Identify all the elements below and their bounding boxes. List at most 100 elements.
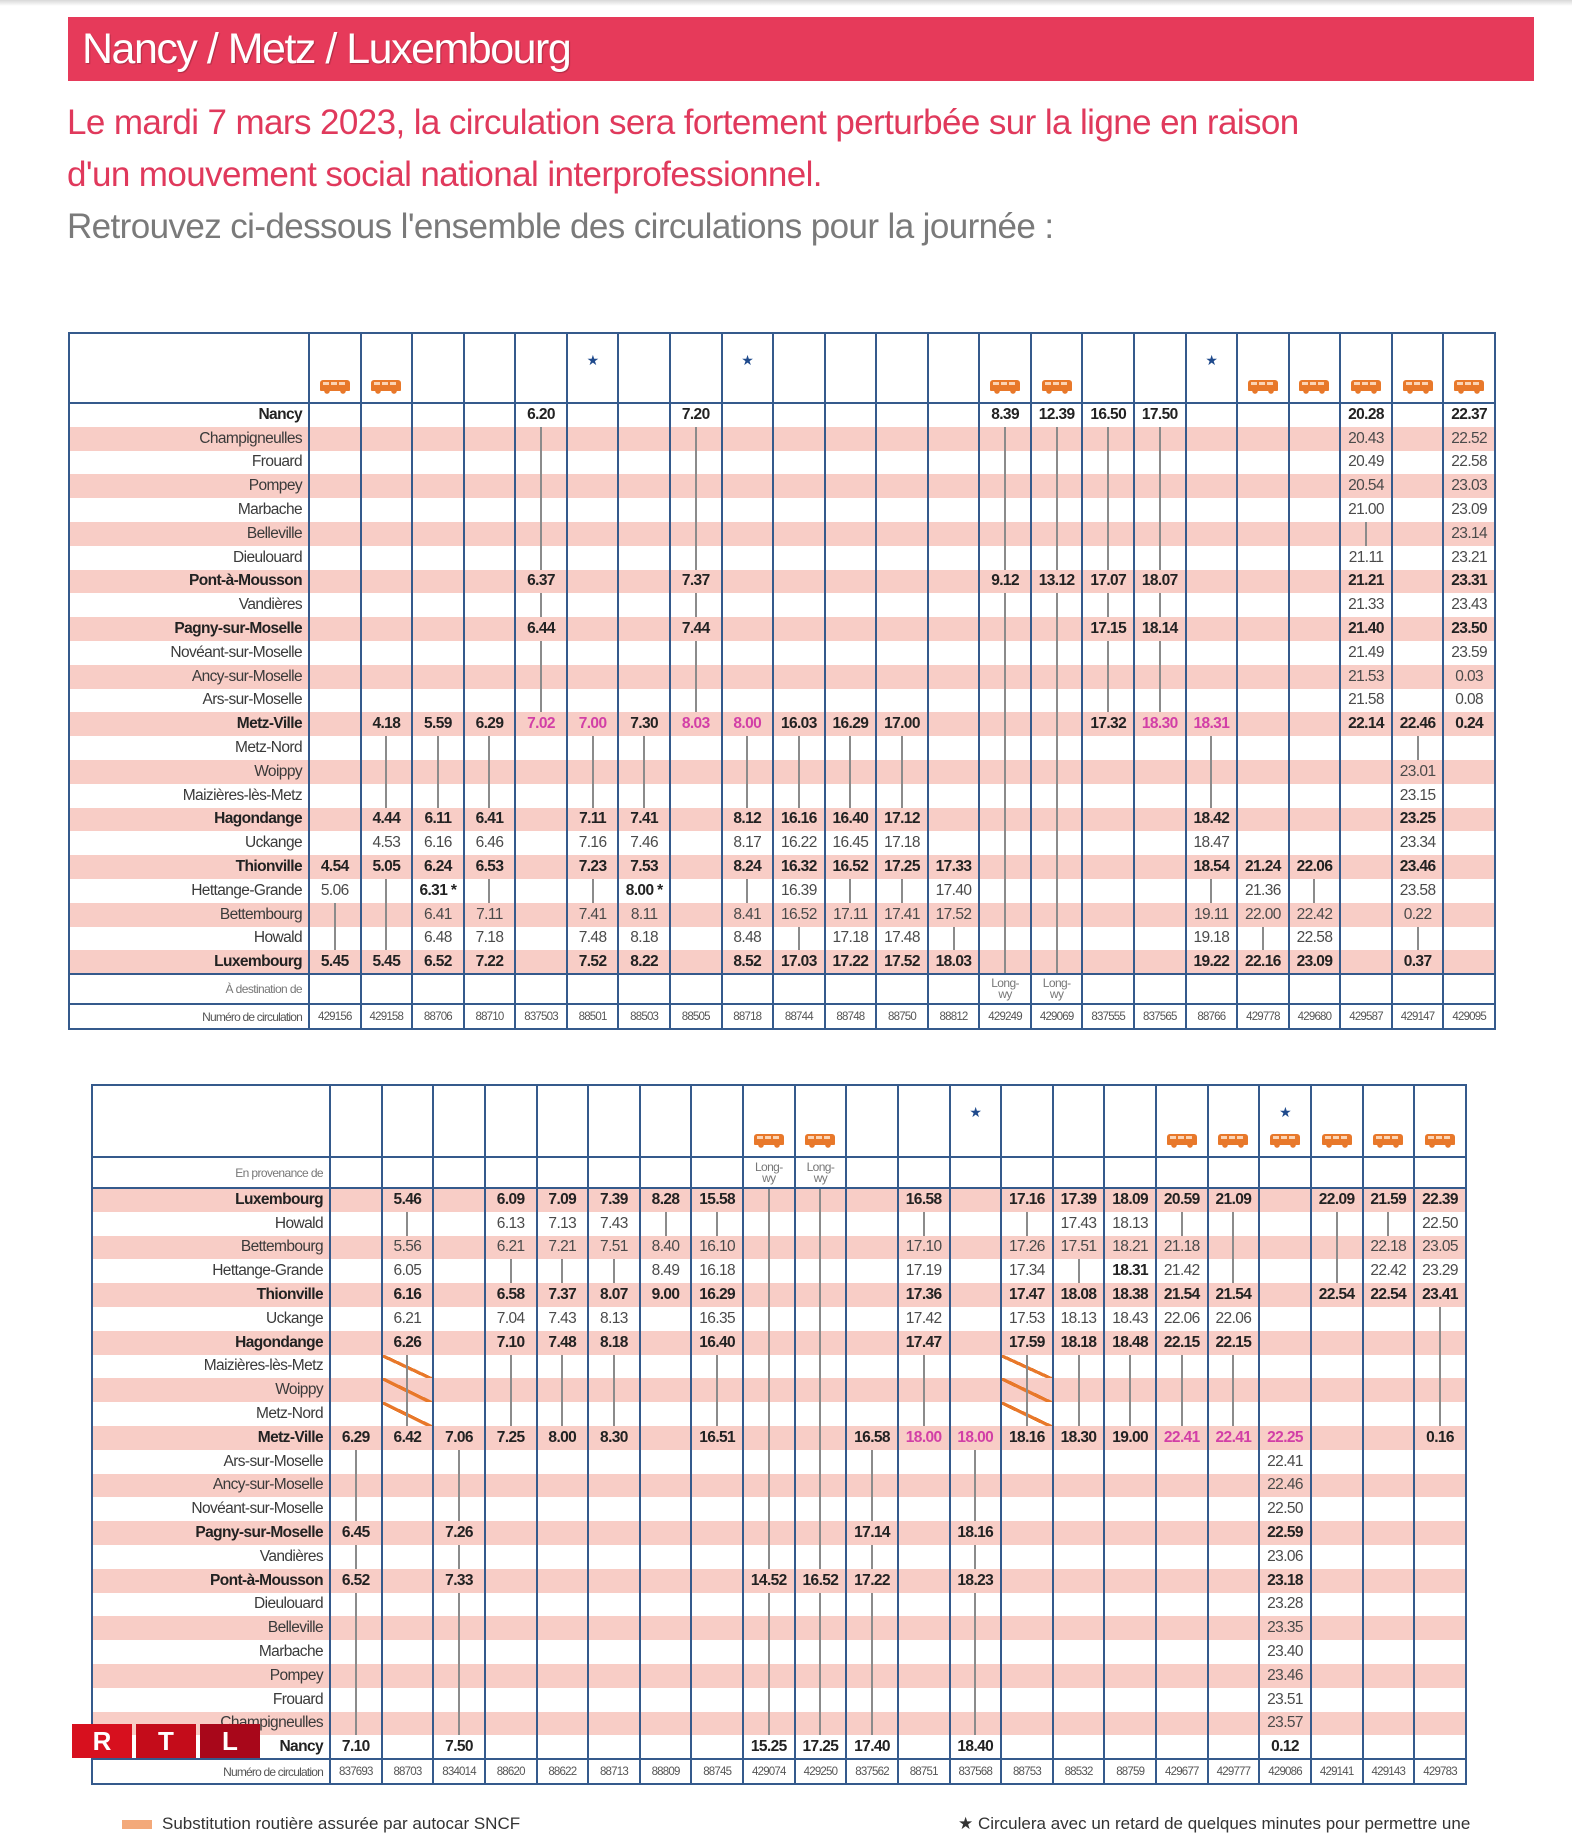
time-cell: 20.43 — [1339, 426, 1393, 451]
time-cell: 22.14 — [1339, 712, 1393, 737]
empty-cell — [1287, 617, 1342, 641]
empty-cell — [823, 664, 878, 689]
header-row: ★ ★ ★ — [68, 333, 1496, 404]
train-number: 88532 — [1051, 1758, 1106, 1785]
pass-through-cell — [329, 1497, 383, 1522]
pass-through-line — [871, 1616, 874, 1641]
train-header-cell — [1361, 1085, 1416, 1158]
time-cell: 22.00 — [1236, 902, 1290, 927]
empty-cell — [772, 664, 826, 689]
empty-cell — [1390, 521, 1445, 546]
pass-through-cell — [742, 1211, 796, 1236]
empty-cell — [1287, 688, 1342, 713]
time-cell: 0.08 — [1442, 688, 1496, 713]
pass-through-cell — [690, 1354, 744, 1379]
empty-cell — [1413, 1568, 1467, 1593]
empty-cell — [1339, 831, 1393, 856]
empty-cell — [668, 926, 723, 951]
empty-cell — [329, 1188, 383, 1212]
pass-through-cell — [1000, 1378, 1054, 1403]
info-cell — [1103, 1157, 1157, 1189]
time-cell: 23.28 — [1258, 1592, 1312, 1617]
empty-cell — [587, 1616, 641, 1641]
pass-through-line — [767, 1711, 770, 1736]
pass-through-line — [1055, 759, 1058, 784]
empty-cell — [875, 640, 929, 665]
empty-cell — [1287, 640, 1342, 665]
pass-through-cell — [1206, 1378, 1261, 1403]
time-cell: 6.16 — [411, 831, 465, 856]
empty-cell — [514, 831, 568, 856]
pass-through-cell — [1029, 640, 1084, 665]
time-cell: 16.32 — [772, 855, 826, 879]
empty-cell — [1309, 1449, 1364, 1474]
empty-cell — [1258, 1330, 1312, 1355]
pass-through-line — [1107, 474, 1110, 499]
pass-through-cell — [948, 1592, 1003, 1617]
empty-cell — [1206, 1735, 1261, 1760]
bus-icon — [1321, 1134, 1352, 1148]
empty-cell — [668, 878, 723, 903]
pass-through-line — [716, 1211, 719, 1236]
time-cell: 22.42 — [1287, 902, 1342, 927]
pass-through-cell — [1184, 736, 1239, 760]
time-cell: 7.52 — [565, 950, 620, 975]
pass-through-line — [1158, 498, 1161, 522]
station-row: Bettembourg 6.41 7.11 7.41 8.11 8.41 16.52 17.1… — [68, 902, 1496, 927]
time-cell: 6.29 — [329, 1425, 383, 1450]
time-cell: 8.00 — [535, 1425, 590, 1450]
empty-cell — [1442, 950, 1496, 975]
pass-through-line — [540, 593, 543, 618]
info-cell — [1339, 973, 1393, 1005]
pass-through-line — [1004, 498, 1007, 522]
pass-through-line — [819, 1283, 822, 1307]
train-header-cell — [1081, 333, 1135, 404]
empty-cell — [462, 593, 517, 618]
pass-through-line — [871, 1449, 874, 1474]
station-row: Nancy 6.20 7.20 8.39 12.39 16.50 17.50 20.28 22.… — [68, 403, 1496, 427]
pass-through-line — [922, 1211, 925, 1236]
time-cell: 7.13 — [535, 1211, 590, 1236]
empty-cell — [896, 1568, 951, 1593]
time-cell: 8.30 — [587, 1425, 641, 1450]
empty-cell — [875, 545, 929, 570]
time-cell: 16.10 — [690, 1235, 744, 1260]
pass-through-line — [385, 759, 388, 784]
empty-cell — [638, 1711, 693, 1736]
pass-through-cell — [380, 1378, 435, 1403]
pass-through-line — [1107, 498, 1110, 522]
empty-cell — [1361, 1330, 1416, 1355]
empty-cell — [587, 1735, 641, 1760]
empty-cell — [1258, 1354, 1312, 1379]
legend-bus: Substitution routière assurée par autoca… — [122, 1814, 520, 1834]
pass-through-cell — [1309, 1211, 1364, 1236]
pass-through-line — [900, 878, 903, 903]
train-number: 88750 — [875, 1003, 929, 1030]
bus-icon — [1425, 1134, 1456, 1148]
pass-through-line — [1004, 855, 1007, 879]
header-corner — [91, 1085, 331, 1158]
empty-cell — [1413, 1663, 1467, 1688]
bus-icon — [122, 1820, 152, 1830]
pass-through-line — [819, 1449, 822, 1474]
empty-cell — [1206, 1592, 1261, 1617]
pass-through-line — [406, 1402, 409, 1426]
empty-cell — [896, 1711, 951, 1736]
empty-cell — [535, 1687, 590, 1712]
empty-cell — [359, 450, 414, 475]
time-cell: 8.07 — [587, 1283, 641, 1307]
pass-through-cell — [1133, 474, 1187, 499]
time-cell: 22.42 — [1361, 1259, 1416, 1284]
pass-through-line — [1439, 1402, 1442, 1426]
time-cell: 7.18 — [462, 926, 517, 951]
pass-through-cell — [1133, 640, 1187, 665]
notice-line-2: d'un mouvement social national interprof… — [67, 155, 823, 194]
empty-cell — [587, 1687, 641, 1712]
time-cell: 15.25 — [742, 1735, 796, 1760]
empty-cell — [1287, 450, 1342, 475]
empty-cell — [1133, 902, 1187, 927]
station-row: Maizières-lès-Metz — [91, 1354, 1467, 1379]
pass-through-cell — [978, 617, 1032, 641]
pass-through-line — [540, 426, 543, 451]
time-cell: 21.11 — [1339, 545, 1393, 570]
